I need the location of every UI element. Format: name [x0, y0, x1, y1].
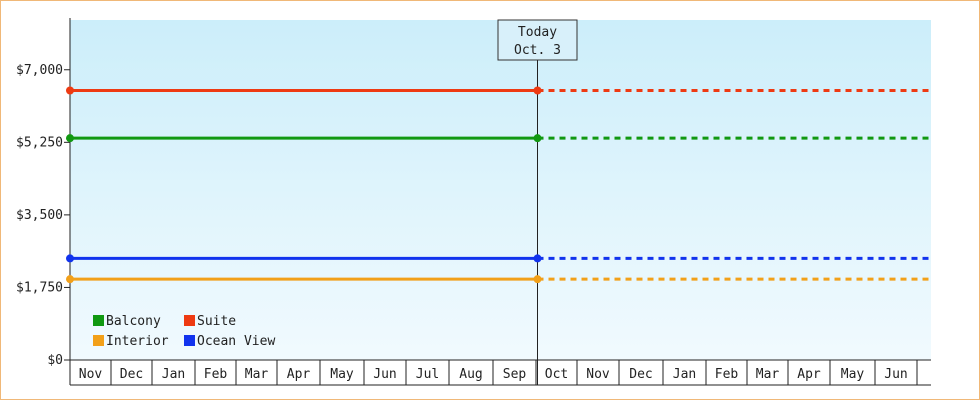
y-tick-label: $3,500 — [16, 208, 63, 223]
series-point-ocean-view — [533, 254, 542, 263]
x-tick-label: Mar — [756, 367, 780, 382]
series-point-suite — [66, 86, 74, 95]
x-tick-label: Apr — [797, 367, 821, 382]
today-date-label: Oct. 3 — [514, 43, 561, 58]
legend-swatch-balcony — [93, 315, 104, 326]
series-point-interior — [66, 275, 74, 284]
x-tick-label: Nov — [586, 367, 610, 382]
x-tick-label: Feb — [715, 367, 739, 382]
y-tick-label: $1,750 — [16, 280, 63, 295]
y-tick-label: $5,250 — [16, 135, 63, 150]
x-tick-label: Nov — [79, 367, 103, 382]
series-point-balcony — [66, 134, 74, 143]
x-tick-label: Dec — [120, 367, 143, 382]
legend-label-balcony: Balcony — [106, 314, 161, 329]
x-tick-label: Jan — [673, 367, 696, 382]
y-tick-label: $7,000 — [16, 63, 63, 78]
legend-label-ocean-view: Ocean View — [197, 334, 275, 349]
series-point-ocean-view — [66, 254, 74, 263]
x-tick-label: Jul — [416, 367, 439, 382]
x-tick-label: Jan — [162, 367, 185, 382]
x-tick-label: Aug — [459, 367, 482, 382]
legend-swatch-ocean-view — [184, 335, 195, 346]
x-tick-label: Jun — [884, 367, 907, 382]
x-tick-label: Jun — [373, 367, 396, 382]
series-point-balcony — [533, 134, 542, 143]
today-label: Today — [518, 25, 557, 40]
x-tick-label: May — [841, 367, 865, 382]
x-tick-label: Dec — [629, 367, 652, 382]
legend-label-interior: Interior — [106, 334, 169, 349]
x-tick-label: Apr — [287, 367, 311, 382]
plot-area — [70, 20, 931, 360]
legend-swatch-interior — [93, 335, 104, 346]
x-tick-label: May — [330, 367, 354, 382]
x-tick-label: Oct — [545, 367, 568, 382]
series-point-suite — [533, 86, 542, 95]
y-tick-label: $0 — [47, 353, 63, 368]
x-tick-label: Mar — [245, 367, 269, 382]
legend-swatch-suite — [184, 315, 195, 326]
x-tick-label: Sep — [503, 367, 527, 382]
legend-label-suite: Suite — [197, 314, 236, 329]
x-tick-label: Feb — [204, 367, 228, 382]
today-label-box — [497, 19, 578, 61]
series-point-interior — [533, 275, 542, 284]
